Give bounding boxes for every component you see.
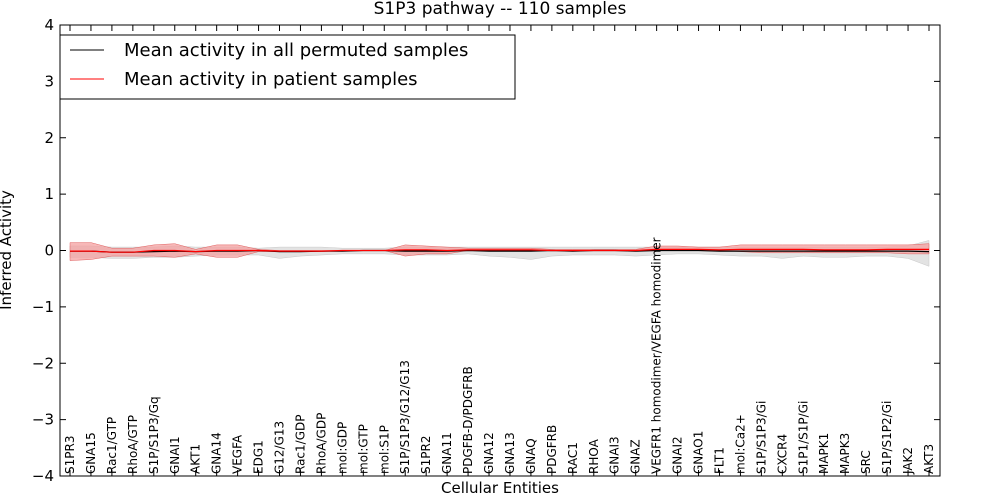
x-category-label: RhoA/GDP (314, 413, 328, 474)
y-tick-label: 3 (44, 72, 54, 90)
y-axis-label: Inferred Activity (0, 190, 15, 310)
x-category-label: CXCR4 (775, 434, 789, 474)
x-category-label: mol:GDP (335, 422, 349, 474)
x-category-label: RHOA (587, 438, 601, 474)
x-category-label: GNA11 (440, 432, 454, 474)
y-tick-label: 4 (44, 16, 54, 34)
x-category-label: VEGFA (231, 434, 245, 474)
x-category-label: JAK2 (901, 447, 915, 475)
x-axis: S1PR3 GNA15 Rac1/GTP RhoA/GTP S1P/S1P3/Gq GNA… (63, 25, 936, 476)
x-category-label: RhoA/GTP (126, 415, 140, 474)
x-category-label: GNAQ (524, 438, 538, 474)
x-category-label: GNA12 (482, 432, 496, 474)
x-category-label: GNAI1 (168, 436, 182, 474)
y-tick-label: −3 (32, 411, 54, 429)
legend: Mean activity in all permuted samples Me… (59, 34, 516, 100)
x-category-label: S1P/S1P3/Gi (754, 401, 768, 474)
y-tick-label: 1 (44, 185, 54, 203)
x-category-label: FLT1 (713, 447, 727, 474)
x-category-label: MAPK3 (838, 433, 852, 474)
x-category-label: AKT1 (189, 444, 203, 474)
x-category-label: mol:Ca2+ (733, 414, 747, 474)
y-axis: −4 −3 −2 −1 0 1 2 3 4 (32, 16, 940, 485)
x-category-label: GNA13 (503, 432, 517, 474)
x-category-label: RAC1 (566, 442, 580, 474)
x-category-label: GNA15 (84, 432, 98, 474)
x-category-label: PDGFB-D/PDGFRB (461, 366, 475, 474)
x-category-label: GNAZ (629, 439, 643, 474)
x-category-label: Rac1/GTP (105, 417, 119, 474)
legend-label-patient: Mean activity in patient samples (124, 69, 418, 90)
patient-mean-line (70, 248, 929, 253)
y-tick-label: −1 (32, 298, 54, 316)
x-category-label: S1PR2 (419, 436, 433, 474)
x-category-label: EDG1 (252, 440, 266, 474)
x-category-label: G12/G13 (273, 421, 287, 474)
x-axis-label: Cellular Entities (441, 479, 559, 497)
x-category-label: GNAO1 (692, 431, 706, 474)
legend-box (59, 34, 516, 100)
x-category-label: PDGFRB (545, 425, 559, 474)
x-category-label: VEGFR1 homodimer/VEGFA homodimer (650, 237, 664, 474)
x-category-label: S1P1/S1P/Gi (796, 401, 810, 474)
y-tick-label: 2 (44, 129, 54, 147)
x-category-label: mol:S1P (377, 425, 391, 474)
x-category-label: GNAI2 (671, 436, 685, 474)
y-tick-label: −2 (32, 354, 54, 372)
x-category-label: AKT3 (922, 444, 936, 474)
x-category-label: SRC (859, 450, 873, 474)
x-category-label: S1P/S1P2/Gi (880, 401, 894, 474)
y-tick-label: −4 (32, 467, 54, 485)
chart-title: S1P3 pathway -- 110 samples (374, 0, 627, 19)
legend-label-permuted: Mean activity in all permuted samples (124, 40, 468, 61)
x-category-label: S1PR3 (63, 436, 77, 474)
x-category-label: GNAI3 (608, 436, 622, 474)
series-lines (70, 248, 930, 253)
x-category-label: MAPK1 (817, 433, 831, 474)
x-category-label: Rac1/GDP (294, 415, 308, 474)
permuted-confidence-band (69, 240, 930, 267)
y-tick-label: 0 (44, 242, 54, 260)
x-category-label: S1P/S1P3/G12/G13 (398, 360, 412, 474)
x-category-label: GNA14 (210, 432, 224, 474)
x-category-label: mol:GTP (356, 424, 370, 474)
x-category-label: S1P/S1P3/Gq (147, 396, 161, 474)
